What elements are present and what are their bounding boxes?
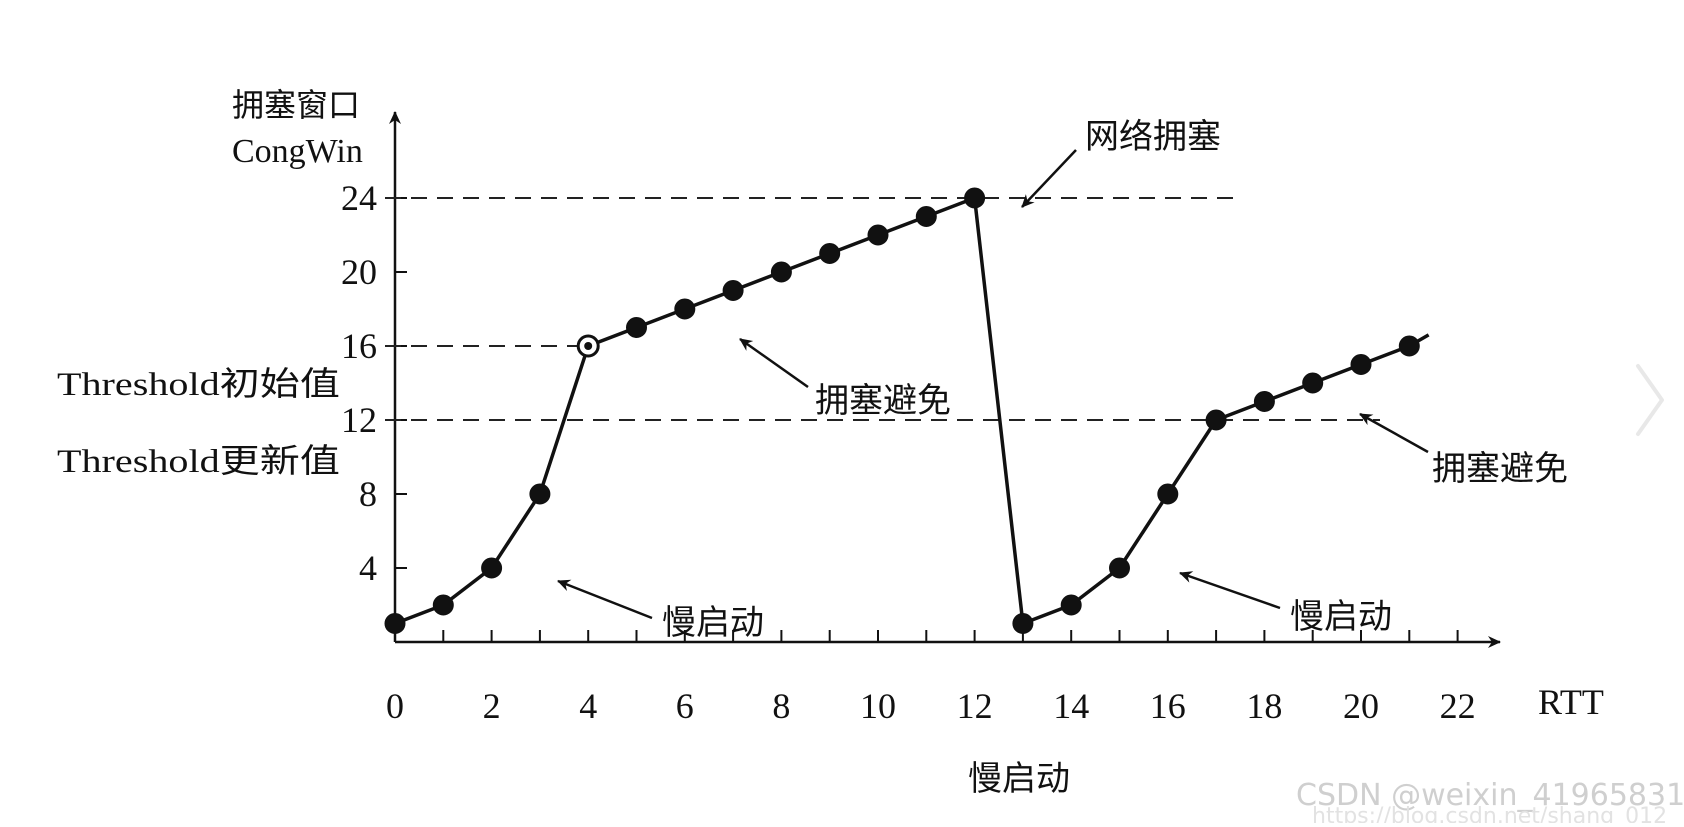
x-tick-label: 0 bbox=[386, 686, 404, 726]
data-point bbox=[1350, 354, 1372, 375]
watermark-text: CSDN @weixin_41965831 bbox=[1296, 778, 1684, 813]
arrow-slow-start-2 bbox=[1179, 571, 1281, 610]
data-point bbox=[1302, 372, 1324, 394]
watermark-url: https://blog.csdn.net/shang_012 bbox=[1312, 804, 1667, 823]
data-point bbox=[1157, 483, 1179, 505]
x-tick-label: 14 bbox=[1053, 686, 1089, 726]
annotation-slow-start-2-text: 慢启动 bbox=[1290, 597, 1392, 637]
series-layer bbox=[384, 187, 1430, 634]
axes bbox=[389, 111, 1501, 648]
data-point bbox=[819, 243, 841, 264]
threshold-initial-label: Threshold初始值 bbox=[57, 366, 340, 403]
x-tick-label: 12 bbox=[957, 686, 993, 726]
x-tick-label: 18 bbox=[1246, 686, 1282, 726]
threshold-updated-label: Threshold更新值 bbox=[57, 443, 340, 480]
data-point bbox=[384, 613, 406, 634]
x-tick-label: 20 bbox=[1343, 686, 1379, 726]
data-point bbox=[1205, 409, 1227, 431]
annotation-congestion-avoidance-2-text: 拥塞避免 bbox=[1432, 449, 1568, 489]
annotation-slow-start-2: 慢启动 bbox=[1179, 571, 1392, 637]
annotation-network-congestion: 网络拥塞 bbox=[1021, 117, 1221, 208]
data-point bbox=[867, 224, 889, 246]
x-tick-label: 6 bbox=[676, 686, 694, 726]
x-tick-label: 4 bbox=[579, 686, 597, 726]
data-point bbox=[529, 483, 551, 505]
data-point bbox=[915, 206, 937, 227]
y-axis-title: 拥塞窗口 bbox=[232, 86, 360, 124]
chevron-right-icon[interactable] bbox=[1630, 360, 1670, 440]
annotation-slow-start-1: 慢启动 bbox=[557, 579, 764, 643]
annotation-slow-start-1-text: 慢启动 bbox=[662, 603, 764, 643]
arrow-congestion-avoidance-1 bbox=[739, 337, 809, 389]
x-tick-label: 10 bbox=[860, 686, 896, 726]
data-point bbox=[432, 594, 454, 616]
data-point-center bbox=[584, 342, 593, 350]
annotation-congestion-avoidance-1: 拥塞避免 bbox=[739, 337, 951, 421]
y-tick-label: 8 bbox=[359, 474, 377, 514]
data-point bbox=[481, 557, 503, 579]
arrow-congestion-avoidance-2 bbox=[1359, 412, 1429, 454]
data-point bbox=[964, 187, 986, 209]
data-point bbox=[1109, 557, 1130, 579]
annotation-congestion-avoidance-1-text: 拥塞避免 bbox=[815, 381, 951, 421]
annotation-network-congestion-text: 网络拥塞 bbox=[1085, 117, 1221, 157]
y-tick-label: 20 bbox=[341, 252, 377, 292]
y-axis-subtitle: CongWin bbox=[232, 133, 363, 170]
y-tick-label: 12 bbox=[341, 400, 377, 440]
data-point bbox=[1253, 391, 1275, 412]
data-point bbox=[722, 280, 744, 301]
arrow-network-congestion bbox=[1021, 149, 1077, 208]
x-tick-label: 16 bbox=[1150, 686, 1186, 726]
data-point bbox=[674, 298, 696, 320]
reference-lines bbox=[385, 197, 1380, 421]
data-point bbox=[1060, 594, 1082, 616]
x-tick-label: 8 bbox=[772, 686, 790, 726]
x-axis-title: RTT bbox=[1538, 682, 1604, 722]
data-point bbox=[770, 261, 792, 283]
x-tick-label: 22 bbox=[1440, 686, 1476, 726]
data-point bbox=[1398, 335, 1420, 357]
y-tick-label: 24 bbox=[341, 178, 377, 218]
annotation-congestion-avoidance-2: 拥塞避免 bbox=[1359, 412, 1568, 489]
x-tick-label: 2 bbox=[483, 686, 501, 726]
data-point bbox=[1012, 613, 1034, 634]
data-point bbox=[626, 317, 647, 338]
annotation-slow-start-bottom: 慢启动 bbox=[968, 759, 1070, 799]
arrow-slow-start-1 bbox=[557, 579, 653, 620]
y-tick-label: 16 bbox=[341, 326, 377, 366]
y-tick-label: 4 bbox=[359, 548, 377, 588]
